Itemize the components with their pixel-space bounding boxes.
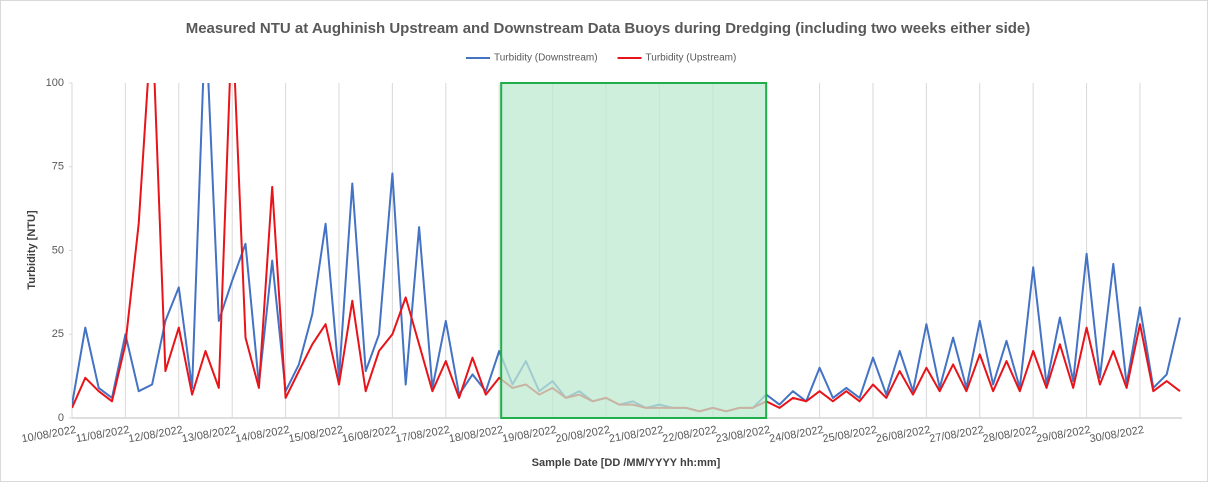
legend-label: Turbidity (Upstream) (646, 53, 737, 64)
chart-title: Measured NTU at Aughinish Upstream and D… (186, 20, 1031, 37)
y-tick-label: 75 (52, 161, 64, 173)
y-tick-label: 25 (52, 328, 64, 340)
overlay (500, 82, 768, 419)
y-tick-label: 50 (52, 244, 64, 256)
x-axis-title: Sample Date [DD /MM/YYYY hh:mm] (532, 457, 721, 469)
dredging-period (500, 82, 768, 419)
y-axis-title: Turbidity [NTU] (26, 210, 38, 290)
legend-label: Turbidity (Downstream) (494, 53, 598, 64)
y-tick-label: 0 (58, 412, 64, 424)
y-tick-label: 100 (46, 77, 64, 89)
